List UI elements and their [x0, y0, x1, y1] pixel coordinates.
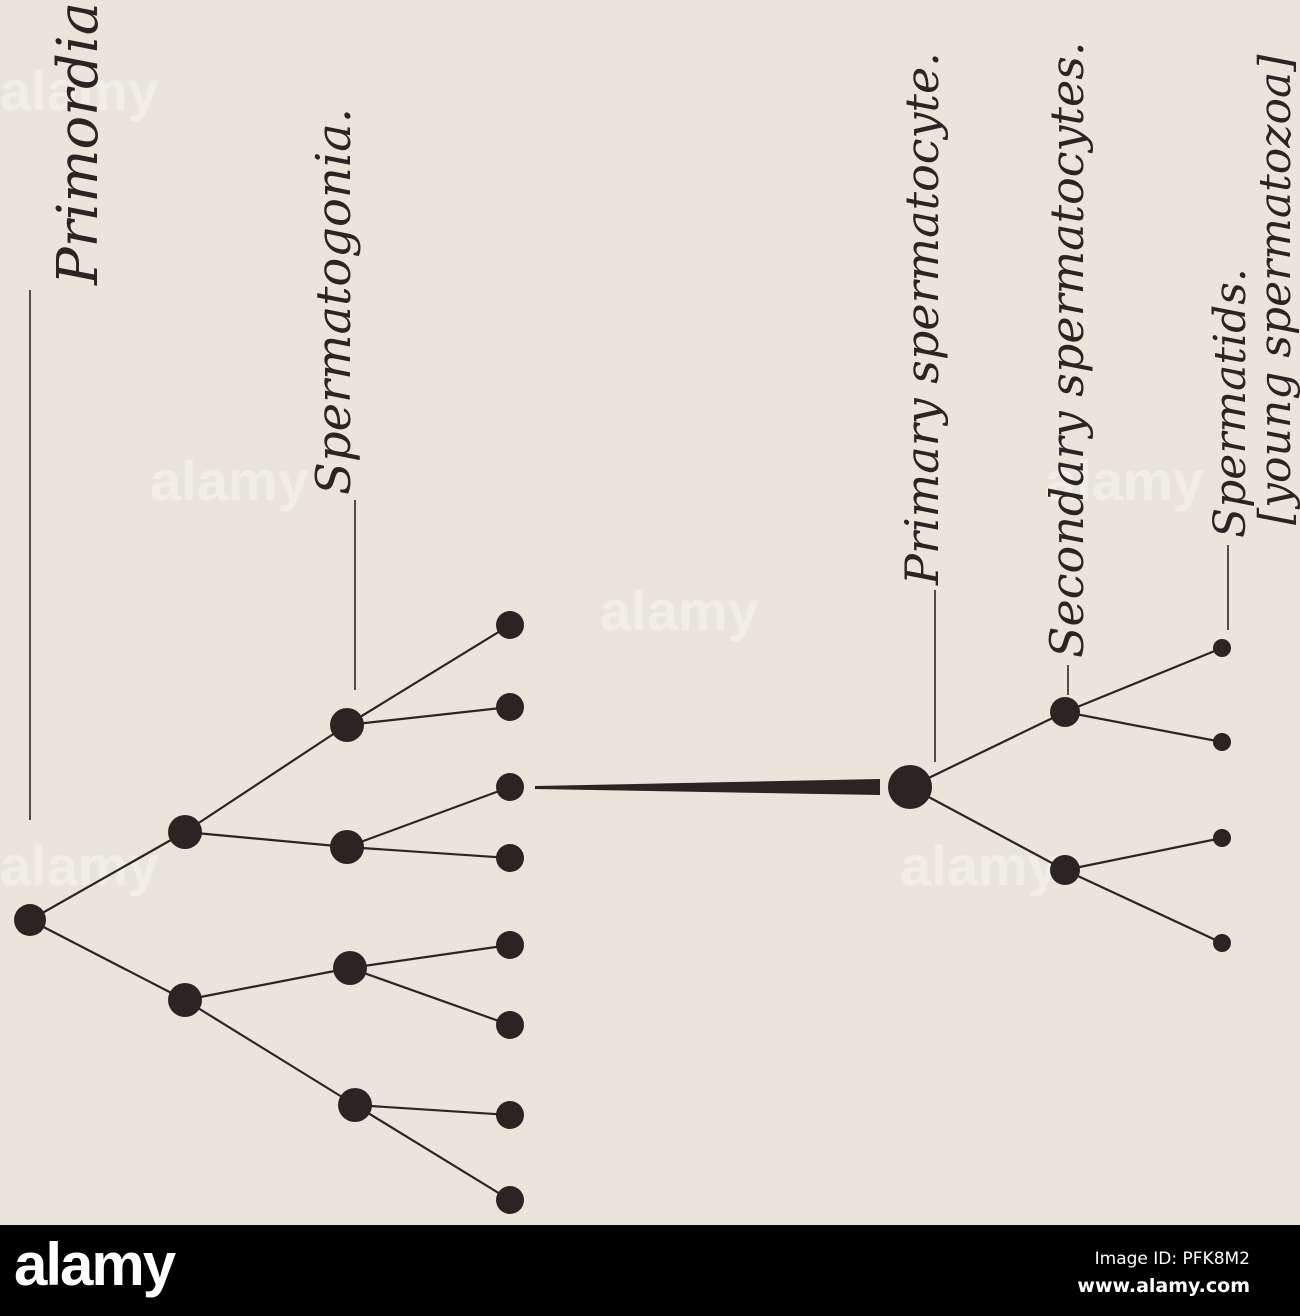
- edge-s2-t3: [1064, 836, 1223, 872]
- edge-a2-l3: [346, 785, 511, 849]
- cell-node-l5: [496, 931, 524, 959]
- label-spermatids: Spermatids.: [1205, 268, 1256, 538]
- edge-a2-l4: [346, 845, 511, 860]
- site-url: www.alamy.com: [1077, 1275, 1250, 1297]
- label-young-spermatozoa: [young spermatozoa]: [1250, 54, 1300, 525]
- edge-a1-l2: [346, 705, 511, 727]
- cell-node-a: [168, 815, 202, 849]
- footer-bar: alamy Image ID: PFK8M2 www.alamy.com: [0, 1225, 1300, 1316]
- cell-node-l1: [496, 611, 524, 639]
- edge-s2-t4: [1064, 869, 1223, 944]
- cell-node-l3: [496, 773, 524, 801]
- svg-text:alamy: alamy: [1045, 449, 1204, 512]
- cell-node-a2: [330, 830, 364, 864]
- edge-root-a: [29, 831, 186, 921]
- svg-text:alamy: alamy: [0, 59, 159, 122]
- label-spermatogonia: Spermatogonia.: [306, 108, 362, 495]
- cell-node-l2: [496, 693, 524, 721]
- cell-node-b1: [333, 951, 367, 985]
- cell-nodes: [14, 611, 1231, 1214]
- cell-node-t3: [1213, 829, 1231, 847]
- svg-text:alamy: alamy: [150, 449, 309, 512]
- edge-b2-l8: [354, 1104, 511, 1201]
- cell-node-s2: [1050, 855, 1080, 885]
- edge-a-a1: [184, 724, 348, 833]
- svg-text:alamy: alamy: [0, 834, 159, 897]
- edge-b1-l6: [349, 966, 511, 1027]
- cell-node-b2: [338, 1088, 372, 1122]
- edge-a1-l1: [346, 624, 511, 726]
- edge-a-a2: [184, 830, 348, 849]
- edge-s1-t1: [1064, 646, 1223, 714]
- cell-node-a1: [330, 708, 364, 742]
- cell-node-p: [888, 765, 932, 809]
- cell-node-l4: [496, 844, 524, 872]
- edge-root-b: [29, 919, 186, 1001]
- label-primordial: Primordia: [46, 2, 111, 286]
- tree-edges: [29, 624, 1223, 1201]
- cell-node-s1: [1050, 697, 1080, 727]
- cell-node-t1: [1213, 639, 1231, 657]
- edge-p-s2: [909, 786, 1066, 871]
- edge-p-s1: [909, 711, 1066, 788]
- cell-node-l6: [496, 1011, 524, 1039]
- cell-node-l7: [496, 1101, 524, 1129]
- watermarks: alamy alamy alamy alamy alamy alamy: [0, 59, 1204, 897]
- edge-b2-l7: [354, 1103, 511, 1117]
- cell-node-l8: [496, 1186, 524, 1214]
- svg-text:alamy: alamy: [600, 579, 759, 642]
- alamy-logo: alamy: [14, 1231, 176, 1298]
- edge-s1-t2: [1064, 710, 1223, 744]
- connector-wedge: [535, 779, 880, 795]
- image-id: Image ID: PFK8M2: [1094, 1249, 1250, 1269]
- cell-node-t2: [1213, 733, 1231, 751]
- spermatogenesis-diagram: alamy alamy alamy alamy alamy alamy Prim…: [0, 2, 1300, 1214]
- edge-b-b2: [184, 999, 356, 1106]
- edge-b1-l5: [349, 943, 511, 970]
- label-primary-spermatocyte: Primary spermatocyte.: [895, 52, 949, 586]
- cell-node-root: [14, 904, 46, 936]
- label-leaders: [29, 290, 1229, 820]
- label-secondary-spermatocytes: Secondary spermatocytes.: [1040, 42, 1094, 658]
- cell-node-t4: [1213, 934, 1231, 952]
- cell-node-b: [168, 983, 202, 1017]
- svg-text:alamy: alamy: [900, 834, 1059, 897]
- edge-b-b1: [184, 966, 351, 1002]
